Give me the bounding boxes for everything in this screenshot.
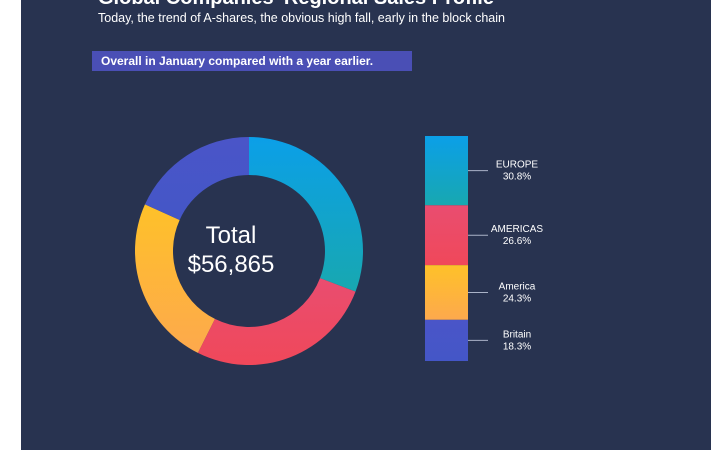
donut-slice-britain	[144, 137, 249, 220]
legend-bar-segment-america	[425, 265, 468, 320]
legend-label-americas: AMERICAS	[491, 224, 544, 235]
donut-center-title: Total	[205, 222, 257, 249]
legend-bar-segment-europe	[425, 136, 468, 206]
legend-label-britain: Britain	[503, 329, 531, 340]
legend-label-europe: EUROPE	[496, 160, 539, 171]
donut-slice-americas	[197, 278, 356, 365]
legend-value-americas: 26.6%	[503, 236, 531, 247]
page-subtitle: Today, the trend of A-shares, the obviou…	[98, 11, 505, 25]
legend-bar-segment-britain	[425, 319, 468, 361]
legend-bar-segment-americas	[425, 205, 468, 266]
donut-slice-europe	[249, 137, 363, 292]
page-title: Global Companies' Regional Sales Profile	[98, 0, 494, 10]
legend-label-america: America	[499, 281, 536, 292]
legend-value-america: 24.3%	[503, 293, 531, 304]
donut-center-value: $56,865	[187, 251, 275, 278]
legend-value-britain: 18.3%	[503, 341, 531, 352]
legend-value-europe: 30.8%	[503, 172, 531, 183]
donut-slice-america	[134, 204, 215, 353]
donut-chart	[134, 137, 363, 365]
chart-panel: Global Companies' Regional Sales Profile…	[21, 0, 711, 450]
period-banner: Overall in January compared with a year …	[92, 51, 412, 71]
stacked-legend-bar	[425, 136, 468, 361]
